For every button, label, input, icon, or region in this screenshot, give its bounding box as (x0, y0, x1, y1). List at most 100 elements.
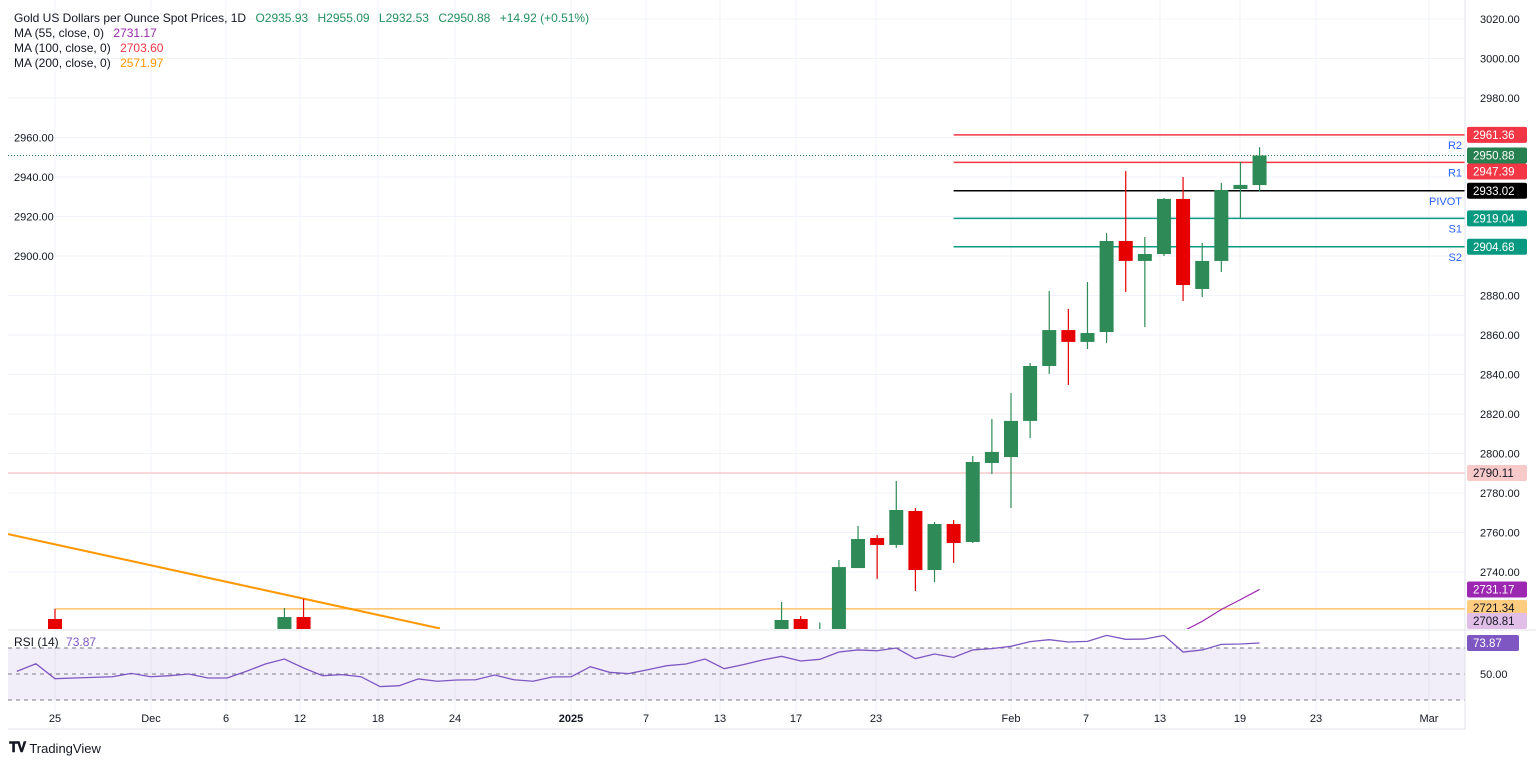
candle[interactable] (1233, 161, 1248, 219)
price-axis[interactable]: 2740.00 2760.00 2780.00 2800.00 2820.00 2840.… (14, 14, 1520, 579)
candle-body (965, 461, 980, 542)
level-badge-bg (1467, 613, 1527, 629)
candle[interactable] (889, 480, 904, 548)
time-tick-label: 25 (49, 713, 61, 725)
rsi-pane[interactable] (8, 634, 1465, 701)
time-tick-label: 18 (372, 713, 384, 725)
level-badge-text: 2790.11 (1473, 468, 1514, 480)
candle-body (296, 617, 311, 629)
candle-body (1176, 198, 1191, 286)
candle[interactable] (1023, 363, 1038, 439)
candle[interactable] (1118, 171, 1133, 292)
time-axis[interactable]: 25 Dec 6 12 18 24 2025 7 13 17 23 Feb 7 13 19 23 Mar (49, 713, 1439, 725)
rsi-legend[interactable]: RSI (14) 73.87 (14, 635, 96, 649)
candle[interactable] (946, 520, 961, 563)
time-tick-label: 13 (1154, 713, 1166, 725)
tradingview-logo[interactable]: 𝐓𝐕 TradingView (9, 740, 101, 756)
candle-body (1137, 254, 1152, 261)
candle[interactable] (965, 456, 980, 543)
candle[interactable] (793, 616, 808, 651)
tradingview-logo-icon: 𝐓𝐕 (9, 740, 26, 756)
candle-body (1061, 330, 1076, 342)
current-price-badge: 2950.88 (1467, 147, 1527, 164)
candle[interactable] (1004, 393, 1018, 509)
ma55-badge-bg (1467, 581, 1527, 598)
grid-lines (8, 0, 1465, 729)
rsi-label: RSI (14) (14, 635, 59, 649)
symbol-legend-row[interactable]: Gold US Dollars per Ounce Spot Prices, 1… (14, 11, 595, 26)
price-pane[interactable]: R2 R1 PIVOT S1 S2 (8, 134, 1465, 651)
candle[interactable] (984, 418, 999, 475)
candle[interactable] (1176, 177, 1191, 302)
candle[interactable] (1195, 242, 1210, 298)
rsi-axis[interactable]: 50.00 73.87 (1467, 634, 1519, 681)
close-value: C2950.88 (438, 11, 491, 25)
price-tick-label: 2840.00 (1480, 370, 1520, 382)
candle-body (48, 619, 62, 629)
indicator-ma100[interactable]: MA (100, close, 0) 2703.60 (14, 41, 595, 56)
candle[interactable] (48, 608, 62, 651)
trend-line[interactable] (8, 533, 441, 629)
candle[interactable] (1080, 282, 1095, 350)
candle[interactable] (1061, 308, 1076, 385)
candle-body (851, 539, 866, 569)
candle[interactable] (277, 607, 292, 651)
time-tick-label: 7 (643, 713, 649, 725)
candle-body (831, 567, 846, 629)
candle[interactable] (1252, 147, 1267, 192)
rsi-badge-bg (1467, 634, 1519, 651)
rsi-tick-label: 50.00 (1480, 669, 1508, 681)
indicator-ma200[interactable]: MA (200, close, 0) 2571.97 (14, 56, 595, 71)
time-tick-label: 6 (223, 713, 229, 725)
rsi-line[interactable] (16, 634, 1260, 688)
time-tick-label: Dec (141, 713, 161, 725)
level-badge: 2790.11 (1467, 465, 1527, 482)
indicator-label: MA (55, close, 0) (14, 26, 105, 40)
pivot-badge-r2-text: 2961.36 (1473, 130, 1515, 142)
candle[interactable] (851, 525, 866, 569)
candle[interactable] (813, 622, 827, 651)
time-tick-label: 13 (714, 713, 726, 725)
candle[interactable] (1042, 290, 1057, 374)
ma55-badge: 2731.17 (1467, 581, 1527, 598)
price-axis-badges: 2961.36 2950.88 2947.39 2933.02 2919.04 2904.… (1467, 126, 1527, 629)
candle[interactable] (1156, 197, 1171, 256)
indicator-label: MA (200, close, 0) (14, 56, 111, 70)
time-tick-label: 23 (1310, 713, 1322, 725)
candle-body (1252, 155, 1267, 186)
brand-name: TradingView (29, 740, 101, 756)
price-tick-label: 2740.00 (1480, 567, 1520, 579)
candle-body (946, 524, 961, 543)
pivot-label-s2: S2 (1449, 252, 1462, 264)
candle[interactable] (1214, 182, 1229, 272)
indicator-ma55[interactable]: MA (55, close, 0) 2731.17 (14, 26, 595, 41)
pivot-badge-s2-text: 2904.68 (1473, 242, 1515, 254)
candle[interactable] (1099, 233, 1114, 343)
candle[interactable] (296, 599, 311, 651)
indicator-value: 2703.60 (120, 41, 164, 55)
level-badge: 2721.34 (1467, 600, 1527, 616)
pivot-badge-s2: 2904.68 (1467, 238, 1527, 255)
candle[interactable] (1137, 237, 1152, 328)
current-price-badge-text: 2950.88 (1473, 151, 1515, 163)
level-badge-text: 2708.81 (1473, 616, 1515, 628)
candle[interactable] (831, 559, 846, 645)
pivot-label-s1: S1 (1449, 223, 1462, 235)
price-tick-label: 2880.00 (1480, 291, 1520, 303)
pivot-badge-s2-bg (1467, 238, 1527, 255)
time-tick-label: 24 (449, 713, 461, 725)
time-tick-label: 12 (294, 713, 306, 725)
ma55-line[interactable] (1183, 588, 1260, 631)
candle[interactable] (908, 508, 923, 591)
price-tick-label: 2860.00 (1480, 330, 1520, 342)
high-value: H2955.09 (317, 11, 370, 25)
candle-body (889, 509, 904, 545)
price-tick-label: 2920.00 (14, 212, 54, 224)
time-tick-label: 17 (790, 713, 802, 725)
level-badge: 2708.81 (1467, 613, 1527, 629)
candle[interactable] (870, 535, 885, 579)
candle[interactable] (927, 522, 942, 583)
candle[interactable] (774, 602, 789, 651)
candle-body (1214, 190, 1229, 261)
